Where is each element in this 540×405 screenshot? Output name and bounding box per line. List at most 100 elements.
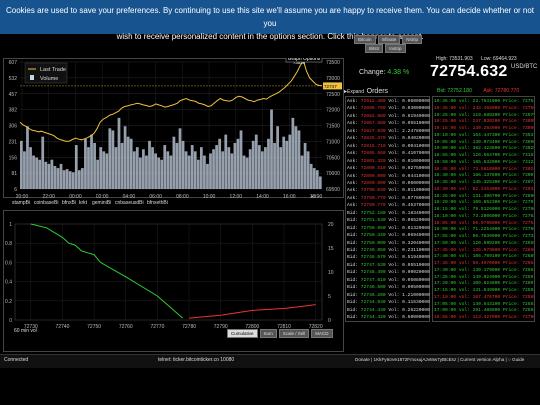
order-cell: 0.06000000 (402, 99, 430, 104)
exchange-toggle[interactable]: cnbaseusdBi (115, 200, 144, 206)
expand-icon[interactable]: ▸ (344, 89, 348, 95)
exchange-toggle[interactable]: bfnxethBi (147, 200, 168, 206)
trade-cell: vol: 79.5126000 (458, 207, 501, 212)
order-cell: Vol: (388, 203, 400, 209)
top-btn-infinate[interactable]: Infinate (377, 35, 401, 44)
price-chart-panel (3, 58, 344, 198)
trade-cell: Price: 72979.354 (502, 112, 534, 118)
order-cell: 0.05510000 (402, 121, 430, 127)
order-cell: 72790.030 (360, 188, 386, 194)
volume-bar (172, 136, 176, 189)
volume-bar (230, 153, 234, 189)
ask-order-row: Ask: 72800.000 Vol: 0.04410000 (347, 173, 430, 180)
order-cell: 72825.370 (360, 136, 386, 142)
trade-cell: Price: 73095.519 (502, 119, 534, 125)
expand-button[interactable]: Expand (347, 89, 364, 95)
trade-row: 17:40:00 vol: 106.709100 Price: 72689.06… (434, 253, 534, 260)
ask-order-row: Ask: 72805.560 Vol: 0.41070000 (347, 150, 430, 157)
order-cell: Ask: (347, 106, 359, 112)
trade-cell: 18:05:00 (434, 220, 457, 226)
exchange-toggle[interactable]: bfnxBi (62, 200, 76, 206)
depth-x-tick: 72750 (87, 324, 101, 330)
top-btn-nstrip[interactable]: Nstrip (402, 35, 423, 44)
trade-cell: vol: 186.137600 (458, 173, 501, 179)
volume-bar (309, 163, 313, 189)
trade-cell: vol: 73.2806000 (458, 213, 501, 219)
sum-button[interactable]: Sum (259, 329, 277, 338)
trade-cell: 18:35:00 (434, 180, 457, 185)
ask-order-row: Ask: 72882.580 Vol: 0.61940000 (347, 113, 430, 120)
volume-bar (199, 147, 203, 189)
exchange-toggle[interactable]: stampBi (12, 200, 31, 206)
depth-x-tick: 72740 (56, 324, 70, 330)
macd-button[interactable]: MACD (311, 329, 333, 338)
trade-cell: 19:15:00 (434, 126, 457, 131)
trade-cell: 19:25:00 (434, 112, 457, 118)
trade-cell: vol: 82.2453000 (458, 186, 501, 192)
zoom-control[interactable]: + / - (311, 194, 320, 200)
trade-cell: Price: 72786.769 (502, 207, 534, 212)
order-cell: 0.05080000 (402, 277, 430, 283)
depth-x-tick: 72820 (309, 324, 323, 330)
trade-cell: vol: 149.024000 (458, 274, 501, 280)
volume-bar (273, 142, 276, 189)
volume-bar (169, 155, 173, 189)
volume-bar (50, 159, 54, 189)
order-cell: 72815.710 (360, 143, 386, 149)
order-cell: 0.23110000 (402, 248, 430, 253)
exchange-toggle[interactable]: coinbaseBi (34, 200, 59, 206)
volume-bar (236, 138, 240, 189)
bid-order-row: Bid: 72746.280 Vol: 1.21000000 (347, 292, 430, 299)
order-cell: 0.01320000 (402, 225, 430, 231)
cumulative-button[interactable]: Cumulative (227, 329, 258, 338)
x-tick: 20:00 (16, 194, 29, 200)
depth-chart[interactable]: 1 0.8 0.6 0.4 0.2 0 20 15 10 5 0 72730 72740 72750 727… (0, 210, 345, 340)
order-cell: 0.11530000 (402, 300, 430, 306)
trade-cell: 19:35:00 (434, 99, 457, 104)
price-chart[interactable]: 607 73500 532 73000 457 72500 382 72000 306 71500… (0, 58, 345, 206)
depth-y-tick-right: 5 (328, 294, 331, 300)
trade-cell: Price: 73123.828 (502, 159, 534, 165)
ask-order-row: Ask: 72815.710 Vol: 0.00410000 (347, 143, 430, 150)
volume-bar (93, 142, 96, 189)
trade-cell: 18:00:00 (434, 227, 457, 233)
order-cell: Bid: (347, 218, 359, 224)
graph-options-button[interactable]: Graph Options (285, 58, 323, 63)
volume-bar (96, 159, 100, 189)
order-cell: 0.06940000 (402, 233, 430, 239)
top-btn-bitcoin[interactable]: Bitcoin (354, 35, 376, 44)
trade-cell: vol: 23.7631000 (458, 99, 501, 104)
trade-cell: 17:20:00 (434, 281, 457, 287)
trade-cell: vol: 131.396700 (458, 193, 501, 199)
bid-depth-line (30, 223, 184, 319)
order-cell: Vol: (388, 180, 400, 186)
order-cell: Vol: (388, 173, 400, 179)
depth-y-tick-right: 0 (328, 318, 331, 324)
change-label: Change: (359, 69, 386, 76)
trade-cell: vol: 126.564700 (458, 153, 501, 158)
trade-cell: vol: 66.7639000 (458, 234, 501, 239)
cookie-banner[interactable]: Cookies are used to save your preference… (0, 0, 540, 41)
ask-order-row: Ask: 72867.580 Vol: 0.05510000 (347, 120, 430, 127)
exchange-toggle[interactable]: geminiBi (92, 200, 112, 206)
bid-order-row: Bid: 72744.420 Vol: 0.50000000 (347, 314, 430, 321)
exchange-toggle[interactable]: krkt (79, 200, 88, 206)
order-cell: 0.00500000 (402, 285, 430, 291)
order-cell: 0.61940000 (402, 113, 430, 119)
ask-order-row: Ask: 72800.510 Vol: 0.02750000 (347, 165, 430, 172)
order-cell: Bid: (347, 315, 359, 321)
trade-cell: vol: 71.2254000 (458, 227, 501, 233)
donate-info[interactable]: Donate | 1KkFy6oVe1872FmoxujAJvMw7yBtcEs… (355, 357, 525, 362)
order-cell: Vol: (388, 262, 400, 268)
connection-status: Connected (4, 357, 29, 363)
top-btn-instrip[interactable]: Instrip (385, 44, 406, 53)
scale-sell-button[interactable]: Scale / Sell (278, 329, 310, 338)
volume-bar (282, 136, 286, 189)
x-tick: 12:00 (230, 194, 243, 200)
order-cell: Bid: (347, 292, 359, 298)
top-btn-bitstr[interactable]: Bitstr (365, 44, 384, 53)
order-cell: 72750.000 (360, 240, 386, 246)
order-cell: Bid: (347, 300, 359, 306)
legend-volume-label: Volume (40, 76, 58, 82)
y-tick-left: 457 (9, 92, 18, 98)
